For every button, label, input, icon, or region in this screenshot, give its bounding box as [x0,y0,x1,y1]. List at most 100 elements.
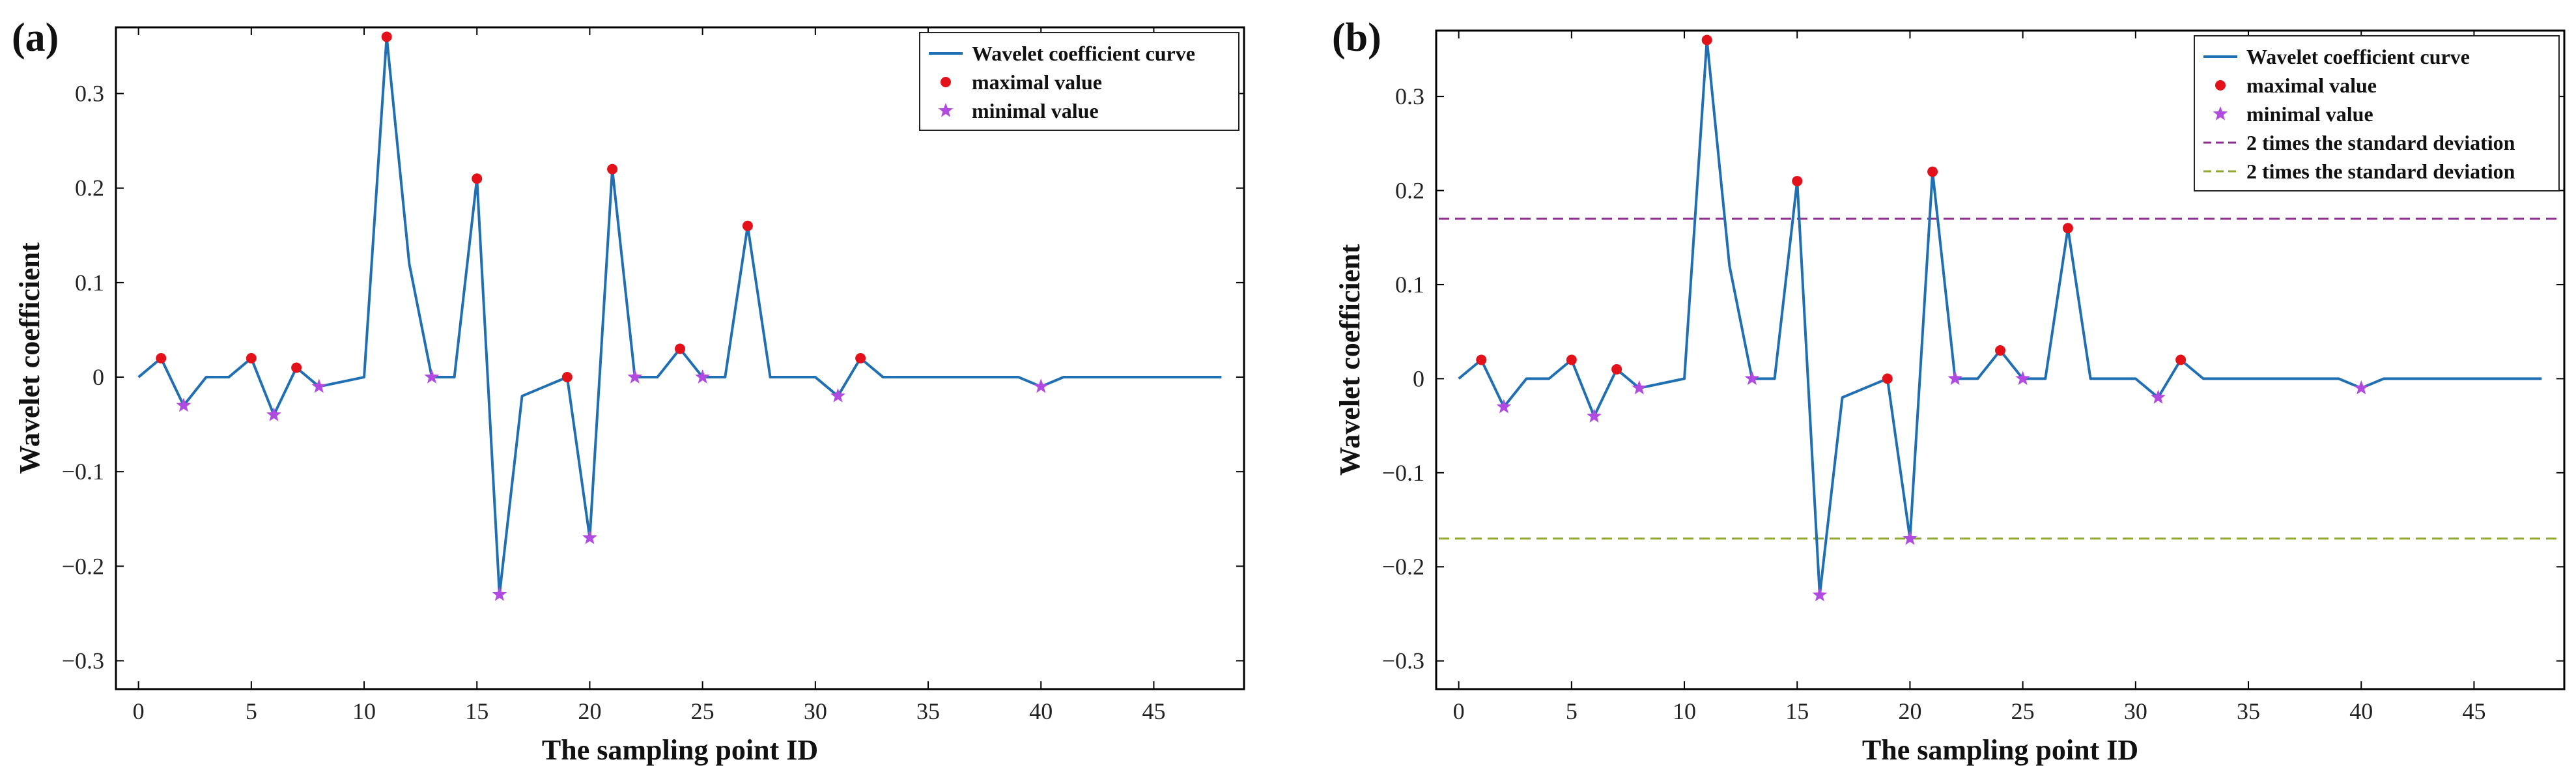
chart-panel-1: (a) 0 5 10 15 20 25 30 35 40 45 −0.3 −0.2 −0.1 0 0.1 0.2… [12,16,1245,766]
minimal-value-point [311,378,327,393]
x-tick-label: 30 [2124,698,2147,724]
x-axis-title: The sampling point ID [1862,734,2138,766]
x-tick-label: 25 [2011,698,2035,724]
maximal-value-point [1995,345,2005,356]
x-tick-label: 35 [916,698,940,724]
maximal-value-point [675,343,685,354]
minimal-value-point [1812,587,1828,602]
minimal-value-point [266,407,281,421]
legend-entry-maximal: maximal value [2246,74,2377,97]
maximal-value-point [472,173,483,184]
x-tick-label: 5 [246,698,257,724]
maximal-value-point [1611,363,1622,375]
y-tick-label: −0.2 [62,553,104,579]
minimal-value-point [582,530,597,545]
x-tick-label: 10 [1673,698,1696,724]
minimal-value-point [2151,390,2166,404]
minimal-value-point [1587,408,1602,423]
y-tick-label: −0.1 [1382,460,1424,486]
x-tick-label: 45 [1142,698,1165,724]
legend-box [919,32,1239,131]
panel-label: (b) [1332,16,1381,60]
x-tick-label: 15 [1785,698,1809,724]
maximal-value-point [1566,354,1577,365]
x-tick-label: 25 [691,698,715,724]
legend: Wavelet coefficient curve maximal value mi… [2194,35,2560,191]
maximal-value-point [246,353,257,363]
maximal-value-point [855,353,866,363]
x-tick-label: 20 [578,698,601,724]
x-tick-label: 35 [2237,698,2260,724]
chart-panel-2: (b) 0 5 10 15 20 25 30 35 40 45 −0.3 −0.2 −0.1 0 0.1 0.2… [1332,16,2566,766]
x-tick-label: 30 [804,698,827,724]
y-axis-title: Wavelet coefficient [14,242,46,474]
x-tick-label: 45 [2462,698,2485,724]
minimal-value-point [1947,371,1963,386]
y-tick-label: −0.3 [62,647,104,673]
maximal-value-point [1882,373,1893,384]
minimal-value-point [2015,371,2031,386]
maximal-value-point [1792,176,1803,187]
y-tick-label: 0.2 [75,175,104,201]
minimal-value-point [830,388,845,403]
legend-entry-curve: Wavelet coefficient curve [2246,45,2470,68]
plot-frame [115,26,1245,690]
legend-entry-threshold-2: 2 times the standard deviation [2246,160,2515,183]
legend-entry-maximal: maximal value [972,70,1102,94]
x-tick-label: 5 [1566,698,1578,724]
maximal-value-point [561,372,573,383]
x-axis-title: The sampling point ID [542,734,818,766]
maximal-value-point [607,163,618,175]
maximal-value-point [1927,166,1938,177]
minimal-value-point [1744,371,1760,386]
legend-swatch-star [2213,106,2228,120]
y-tick-label: −0.1 [62,459,104,485]
y-tick-label: 0.2 [1395,178,1424,204]
legend-swatch-dot [2215,80,2226,91]
minimal-value-point [1033,378,1049,393]
minimal-value-point [424,369,440,384]
x-tick-label: 15 [465,698,488,724]
maximal-value-point [2175,354,2187,365]
x-tick-label: 20 [1898,698,1921,724]
legend-entry-minimal: minimal value [972,99,1099,122]
x-tick-label: 40 [1029,698,1053,724]
minimal-value-point [695,369,711,384]
minimal-value-point [1903,530,1918,545]
legend-box [2194,35,2560,191]
y-tick-label: 0.1 [75,270,104,296]
legend-entry-minimal: minimal value [2246,102,2373,126]
minimal-value-point [2353,380,2369,395]
y-tick-label: −0.2 [1382,554,1424,580]
panel-label: (a) [12,16,59,60]
legend-swatch-star [938,103,954,117]
minimal-value-point [1632,380,1647,395]
y-tick-label: 0.3 [75,81,104,107]
x-tick-label: 40 [2349,698,2373,724]
minimal-value-point [176,397,191,412]
minimal-value-point [1496,399,1512,414]
minimal-value-point [492,586,507,601]
maximal-value-point [2062,223,2073,234]
minimal-value-point [627,369,643,384]
y-tick-label: 0.3 [1395,83,1424,109]
y-tick-label: 0 [92,364,104,390]
legend-entry-curve: Wavelet coefficient curve [972,42,1195,65]
maximal-value-point [1701,35,1712,46]
legend: Wavelet coefficient curve maximal value mi… [919,32,1239,131]
legend-entry-threshold-1: 2 times the standard deviation [2246,131,2515,154]
x-tick-label: 0 [133,698,145,724]
x-tick-label: 10 [352,698,376,724]
maximal-value-point [291,362,302,373]
x-tick-label: 0 [1453,698,1465,724]
y-tick-label: 0 [1413,365,1424,391]
legend-swatch-dot [941,77,951,87]
maximal-value-point [381,31,392,42]
y-tick-label: −0.3 [1382,648,1424,674]
maximal-value-point [1476,354,1487,365]
y-tick-label: 0.1 [1395,272,1424,298]
y-axis-title: Wavelet coefficient [1334,244,1366,475]
plot-frame [1435,29,2566,690]
maximal-value-point [742,220,753,231]
